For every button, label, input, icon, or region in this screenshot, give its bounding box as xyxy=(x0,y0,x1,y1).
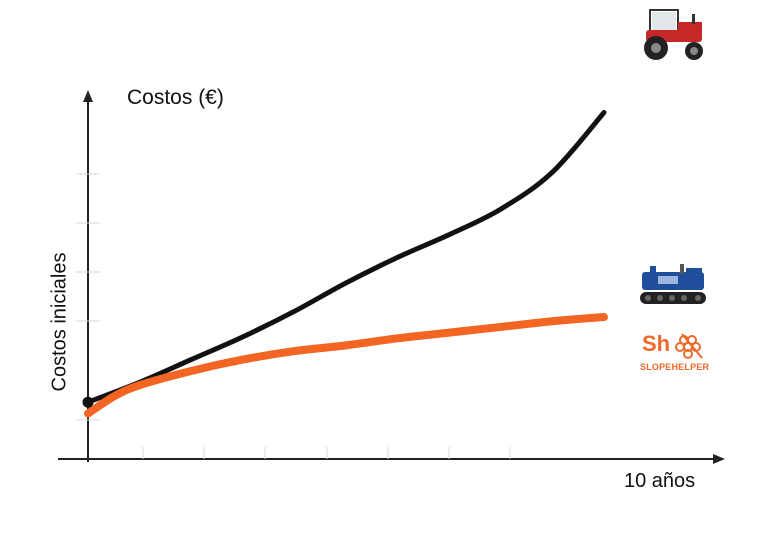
x-ticks xyxy=(142,447,511,459)
y-axis-arrow xyxy=(83,90,93,102)
logo-name: SLOPEHELPER xyxy=(640,362,710,372)
x-axis-end-label: 10 años xyxy=(624,470,696,492)
y-axis-title: Costos (€) xyxy=(127,86,224,109)
x-axis-arrow xyxy=(713,454,725,464)
tractor-icon xyxy=(644,9,703,60)
y-axis-side-label: Costos iniciales xyxy=(48,252,71,392)
series-line-orange xyxy=(84,313,608,418)
x-axis xyxy=(58,454,725,464)
series-line-black xyxy=(85,110,607,405)
grape-logo-icon xyxy=(675,333,703,359)
series-start-point xyxy=(82,396,94,408)
series-layer xyxy=(82,110,608,418)
y-ticks xyxy=(76,173,100,421)
logo-initials: Sh xyxy=(642,331,671,356)
slopehelper-robot-icon xyxy=(640,264,706,304)
